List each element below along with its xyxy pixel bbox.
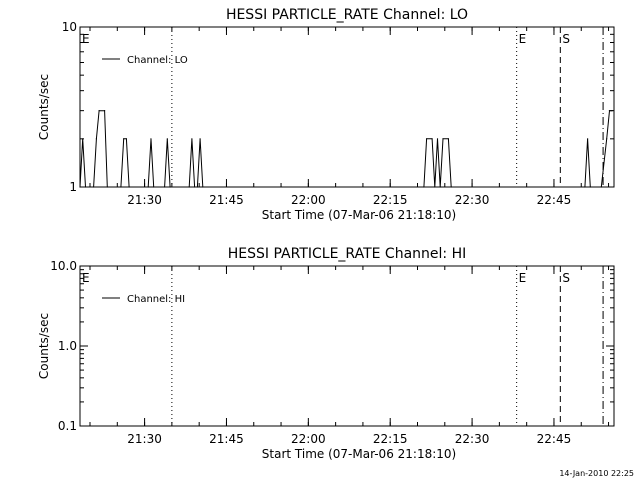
panel1-data-point xyxy=(150,138,152,140)
plot-timestamp: 14-Jan-2010 22:25 xyxy=(559,469,634,478)
panel2-x-axis-label: Start Time (07-Mar-06 21:18:10) xyxy=(262,447,456,461)
panel1-plot-frame xyxy=(79,26,615,188)
panel2-y-tick-label: 10.0 xyxy=(50,259,77,273)
panel2-title: HESSI PARTICLE_RATE Channel: HI xyxy=(228,246,466,262)
panel1-data-point xyxy=(125,138,127,140)
panel1-data-point xyxy=(608,110,611,112)
panel1-legend-label: Channel: LO xyxy=(127,55,188,66)
panel1-annotation-label: E xyxy=(519,32,527,46)
panel1-x-tick-label: 22:30 xyxy=(455,193,490,207)
panel1-data-point xyxy=(196,186,198,188)
panel1-y-tick-label: 1 xyxy=(69,180,77,194)
panel1-data-point xyxy=(93,186,95,188)
panel1-x-tick-label: 21:30 xyxy=(127,193,162,207)
panel2-annotation-label: E xyxy=(82,271,90,285)
panel1-data-point xyxy=(164,186,166,188)
panel1-x-tick-label: 22:45 xyxy=(537,193,572,207)
panel1-data-point xyxy=(153,186,155,188)
panel1-annotation-label: S xyxy=(562,32,570,46)
panel1-data-point xyxy=(589,186,591,188)
panel2-plot-frame xyxy=(79,265,615,427)
panel2-legend-label: Channel: HI xyxy=(127,294,185,305)
panel1-data-point xyxy=(84,186,87,188)
panel1-data-point xyxy=(194,186,196,188)
panel1-data-point xyxy=(123,138,125,140)
panel1-data-point xyxy=(436,138,439,140)
panel1-x-tick-label: 22:00 xyxy=(291,193,326,207)
panel1-x-tick-label: 21:45 xyxy=(209,193,244,207)
panel1-data-point xyxy=(450,186,452,188)
panel2-x-tick-label: 21:45 xyxy=(209,432,244,446)
panel1-data-point xyxy=(442,138,444,140)
panel1-data-point xyxy=(98,110,100,112)
panel2-y-tick-label: 1.0 xyxy=(58,339,77,353)
panel1-data-point xyxy=(95,138,97,140)
panel1-data-point xyxy=(447,138,450,140)
panel1-data-point xyxy=(128,186,130,188)
panel1-data-point xyxy=(423,186,425,188)
panel1-data-point xyxy=(166,138,168,140)
panel1-data-point xyxy=(79,186,81,188)
panel2-y-axis-label: Counts/sec xyxy=(37,313,51,379)
panel1-data-point xyxy=(611,110,613,112)
panel1-data-point xyxy=(188,186,190,188)
panel1-y-tick-label: 10 xyxy=(62,20,77,34)
panel1-data-point xyxy=(120,186,122,188)
panel1-data-point xyxy=(425,138,428,140)
panel2-y-tick-label: 0.1 xyxy=(58,419,77,433)
panel1-title: HESSI PARTICLE_RATE Channel: LO xyxy=(226,7,468,23)
panel1-data-point xyxy=(199,138,201,140)
panel2-annotation-label: E xyxy=(519,271,527,285)
panel1-data-point xyxy=(106,186,108,188)
panel1-data-point xyxy=(584,186,586,188)
panel2-x-tick-label: 22:15 xyxy=(373,432,408,446)
panel1-y-axis-label: Counts/sec xyxy=(37,74,51,140)
panel1-data-point xyxy=(439,186,441,188)
panel1-data-point xyxy=(169,186,171,188)
panel2-x-tick-label: 22:00 xyxy=(291,432,326,446)
panel1-annotation-label: E xyxy=(82,32,90,46)
panel1-series-line xyxy=(79,110,613,188)
panel1-data-point xyxy=(103,110,106,112)
panel1-x-tick-label: 22:15 xyxy=(373,193,408,207)
panel2-x-tick-label: 21:30 xyxy=(127,432,162,446)
panel1-data-point xyxy=(191,138,193,140)
panel1-data-point xyxy=(606,138,608,140)
panel1-data-point xyxy=(587,138,589,140)
panel1-data-point xyxy=(202,186,204,188)
panel1-data-point xyxy=(431,138,433,140)
panel1-data-point xyxy=(434,186,436,188)
panel1-data-point xyxy=(600,186,602,188)
panel1-x-axis-label: Start Time (07-Mar-06 21:18:10) xyxy=(262,208,456,222)
panel2-x-tick-label: 22:45 xyxy=(537,432,572,446)
panel1-data-point xyxy=(147,186,149,188)
panel2-annotation-label: S xyxy=(562,271,570,285)
panel1-data-point xyxy=(82,138,84,140)
panel2-x-tick-label: 22:30 xyxy=(455,432,490,446)
